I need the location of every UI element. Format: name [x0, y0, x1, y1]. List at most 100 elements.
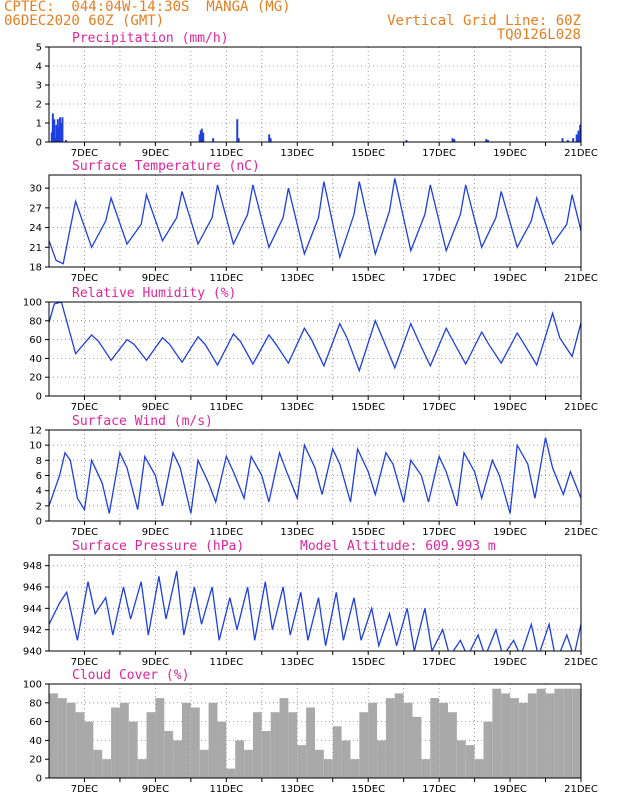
ytick-label-4-3: 946 [23, 583, 42, 594]
xtick-label-5-5: 17DEC [422, 784, 456, 795]
header-datetime: 06DEC2020 60Z (GMT) [4, 13, 165, 29]
bar-5-21 [235, 740, 245, 778]
bar-0-21 [451, 138, 454, 142]
panel-title-0: Precipitation (mm/h) [72, 31, 229, 46]
bar-5-34 [350, 759, 360, 778]
ytick-label-0-3: 3 [36, 81, 42, 92]
ytick-label-0-0: 0 [36, 138, 42, 149]
bar-0-4 [55, 124, 58, 142]
bar-5-29 [306, 707, 315, 778]
series-line-4 [49, 570, 581, 651]
ytick-label-1-3: 27 [29, 203, 42, 214]
xtick-label-4-1: 9DEC [142, 657, 169, 668]
header-code: TQ0126L028 [496, 27, 581, 43]
ytick-label-3-0: 0 [36, 517, 42, 528]
bar-5-30 [315, 749, 324, 778]
bar-0-19 [269, 138, 272, 142]
bar-5-31 [323, 759, 333, 778]
xtick-label-3-7: 21DEC [564, 527, 598, 538]
bar-0-17 [237, 138, 240, 142]
bar-5-16 [190, 707, 200, 778]
ytick-label-2-2: 40 [29, 354, 42, 365]
ytick-label-3-5: 10 [29, 441, 42, 452]
panel-frame-5 [48, 683, 582, 779]
bar-5-22 [244, 749, 253, 778]
bar-5-48 [474, 759, 484, 778]
bar-5-17 [199, 749, 209, 778]
bar-5-55 [536, 688, 546, 778]
ytick-label-2-3: 60 [29, 335, 42, 346]
panel-frame-3 [48, 429, 582, 522]
xtick-label-5-0: 7DEC [71, 784, 98, 795]
bar-0-29 [577, 130, 580, 142]
bar-0-1 [51, 113, 54, 142]
xtick-label-3-4: 15DEC [351, 527, 385, 538]
bar-5-9 [128, 721, 138, 778]
bar-5-36 [368, 702, 378, 778]
xtick-label-3-3: 13DEC [280, 527, 314, 538]
xtick-label-1-2: 11DEC [209, 273, 243, 284]
panel-frame-1 [48, 174, 582, 268]
xtick-label-0-4: 15DEC [351, 148, 385, 159]
bar-0-28 [575, 134, 578, 142]
ytick-label-5-1: 20 [29, 755, 42, 766]
bar-5-8 [119, 702, 129, 778]
bar-0-22 [453, 139, 456, 142]
bar-5-40 [403, 702, 413, 778]
ytick-label-0-2: 2 [36, 100, 42, 111]
ytick-label-3-2: 4 [36, 486, 42, 497]
bar-0-8 [60, 123, 63, 142]
xtick-label-0-7: 21DEC [564, 148, 598, 159]
bar-5-0 [49, 693, 58, 778]
bar-0-10 [64, 140, 67, 142]
ytick-label-0-1: 1 [36, 119, 42, 130]
bar-0-9 [61, 117, 64, 142]
bar-5-46 [456, 740, 466, 778]
bar-5-15 [182, 702, 191, 778]
panel-title-5: Cloud Cover (%) [72, 668, 189, 683]
panel-frame-4 [48, 554, 582, 652]
bar-5-19 [217, 721, 227, 778]
header-station: CPTEC: 044:04W-14:30S MANGA (MG) [4, 0, 291, 15]
xtick-label-3-1: 9DEC [142, 527, 169, 538]
bar-0-26 [566, 140, 569, 142]
bar-5-10 [137, 759, 147, 778]
bar-5-27 [288, 712, 298, 778]
xtick-label-1-3: 13DEC [280, 273, 314, 284]
xtick-label-5-3: 13DEC [280, 784, 314, 795]
ytick-label-5-5: 100 [23, 680, 42, 691]
ytick-label-4-0: 940 [23, 647, 42, 658]
bar-5-24 [261, 731, 271, 778]
ytick-label-5-2: 40 [29, 736, 42, 747]
bar-5-6 [102, 759, 112, 778]
bar-0-6 [57, 126, 60, 142]
xtick-label-4-7: 21DEC [564, 657, 598, 668]
ytick-label-5-3: 60 [29, 717, 42, 728]
bar-5-32 [332, 726, 342, 778]
xtick-label-0-6: 19DEC [493, 148, 527, 159]
header-grid-note: Vertical Grid Line: 60Z [387, 13, 581, 29]
bar-5-54 [527, 693, 537, 778]
bar-0-20 [405, 140, 408, 142]
panel-subtitle-4: Model Altitude: 609.993 m [300, 539, 496, 554]
xtick-label-4-5: 17DEC [422, 657, 456, 668]
ytick-label-1-4: 30 [29, 184, 42, 195]
bar-5-50 [492, 688, 502, 778]
bar-0-30 [579, 124, 581, 142]
panel-frame-0 [48, 46, 582, 143]
xtick-label-2-3: 13DEC [280, 402, 314, 413]
bar-5-25 [270, 712, 280, 778]
bar-5-5 [93, 749, 103, 778]
xtick-label-1-7: 21DEC [564, 273, 598, 284]
series-line-1 [49, 178, 581, 265]
ytick-label-0-5: 5 [36, 43, 42, 54]
xtick-label-4-0: 7DEC [71, 657, 98, 668]
panel-frame-2 [48, 301, 582, 397]
series-line-2 [49, 302, 581, 373]
xtick-label-3-5: 17DEC [422, 527, 456, 538]
xtick-label-3-2: 11DEC [209, 527, 243, 538]
bar-5-57 [554, 688, 564, 778]
xtick-label-5-2: 11DEC [209, 784, 243, 795]
panel-title-2: Relative Humidity (%) [72, 286, 236, 301]
bar-5-41 [412, 716, 422, 778]
